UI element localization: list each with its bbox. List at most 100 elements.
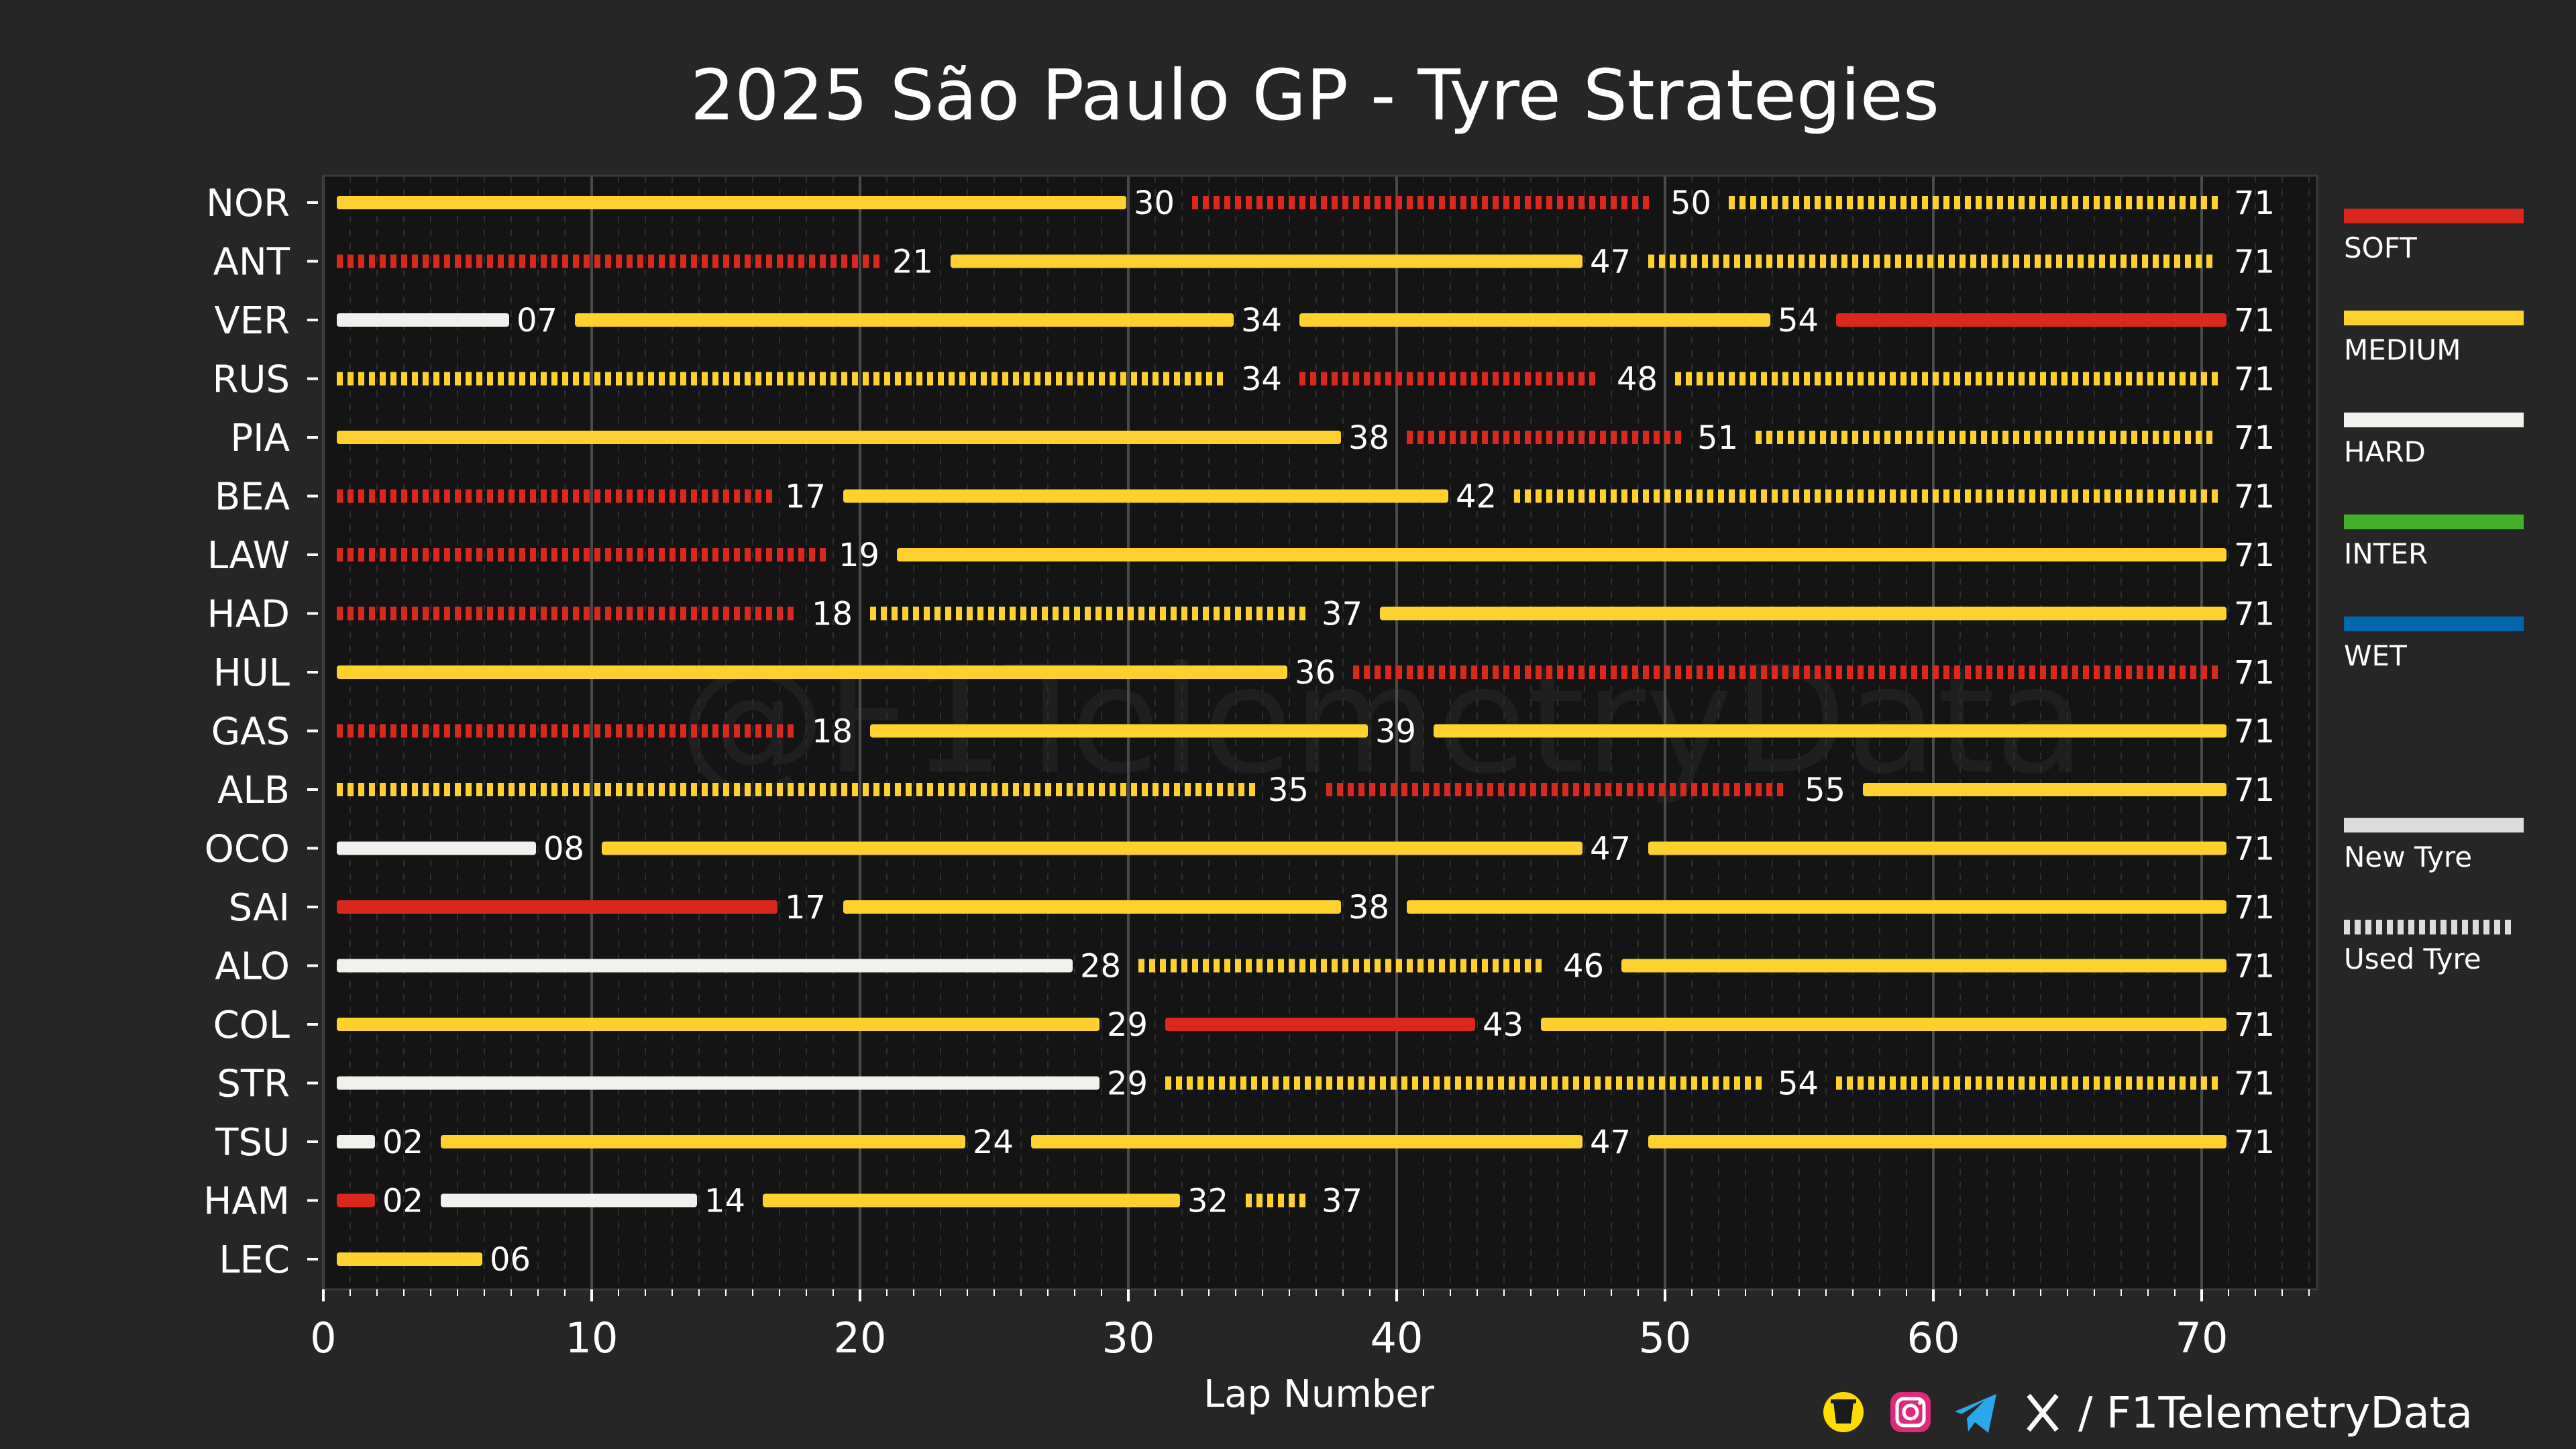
used-stint-segment [1868, 489, 1874, 503]
used-stint-segment [659, 783, 665, 796]
used-stint-segment [669, 254, 676, 268]
used-stint-segment [358, 724, 364, 738]
used-stint-segment [2067, 254, 2073, 268]
used-stint-segment [1423, 1076, 1429, 1090]
used-stint-segment [1890, 1076, 1896, 1090]
used-stint-segment [1922, 1076, 1928, 1090]
used-stint-segment [1900, 665, 1907, 679]
used-stint-segment [2196, 431, 2202, 444]
used-stint-segment [1353, 372, 1359, 386]
used-stint-segment [1321, 196, 1327, 209]
stint-bar [870, 724, 1368, 738]
used-stint-segment [788, 548, 794, 561]
stint-bar [337, 1252, 482, 1266]
used-stint-segment [788, 372, 794, 386]
used-stint-segment [487, 548, 493, 561]
legend-label: MEDIUM [2344, 333, 2461, 366]
used-stint-segment [1890, 665, 1896, 679]
used-stint-segment [1214, 606, 1220, 621]
used-stint-segment [347, 724, 354, 738]
used-stint-segment [616, 606, 622, 621]
used-stint-segment [2180, 489, 2186, 503]
used-stint-segment [2040, 665, 2046, 679]
used-stint-segment [1568, 372, 1574, 386]
used-stint-segment [766, 548, 772, 561]
used-stint-segment [1900, 372, 1907, 386]
used-stint-segment [584, 254, 590, 268]
used-stint-segment [1723, 254, 1729, 268]
used-stint-segment [1010, 606, 1016, 621]
used-stint-segment [637, 783, 643, 796]
used-stint-segment [1621, 196, 1627, 209]
buymeacoffee-icon[interactable] [1823, 1392, 1864, 1432]
used-stint-segment [1836, 372, 1842, 386]
used-stint-segment [863, 254, 869, 268]
used-stint-segment [2201, 665, 2207, 679]
used-stint-segment [2029, 372, 2035, 386]
stint-bar [337, 1135, 375, 1148]
used-stint-segment [584, 372, 590, 386]
used-stint-segment [594, 783, 600, 796]
stint-bar [763, 1193, 1180, 1208]
used-stint-segment [723, 783, 729, 796]
social-handle[interactable]: / F1TelemetryData [2078, 1389, 2473, 1438]
used-stint-segment [734, 606, 740, 621]
legend-label: HARD [2344, 435, 2426, 468]
instagram-icon[interactable] [1890, 1392, 1931, 1432]
used-stint-segment [1713, 254, 1719, 268]
used-stint-segment [1407, 959, 1413, 973]
used-stint-segment [2051, 665, 2057, 679]
used-stint-segment [2051, 196, 2057, 209]
used-stint-segment [1680, 1076, 1686, 1090]
x-tick-label: 10 [566, 1313, 619, 1362]
used-stint-segment [1375, 196, 1381, 209]
stint-end-label: 71 [2234, 654, 2275, 692]
used-stint-segment [1552, 783, 1558, 796]
used-stint-segment [1949, 431, 1955, 444]
stint-end-label: 02 [382, 1124, 423, 1161]
used-stint-segment [1900, 196, 1907, 209]
legend-used-swatch-segment [2440, 920, 2447, 934]
stint-end-label: 39 [1375, 713, 1416, 751]
used-stint-segment [1152, 372, 1159, 386]
used-stint-segment [2061, 372, 2068, 386]
used-stint-segment [1654, 665, 1660, 679]
used-stint-segment [1299, 1193, 1305, 1208]
used-stint-segment [380, 548, 386, 561]
used-stint-segment [1997, 196, 2003, 209]
watermark-text: @F1TelemetryData [678, 635, 2085, 806]
used-stint-segment [902, 606, 908, 621]
stint-end-label: 29 [1107, 1065, 1148, 1103]
used-stint-segment [1514, 665, 1520, 679]
used-stint-segment [476, 254, 482, 268]
used-stint-segment [616, 548, 622, 561]
used-stint-segment [1981, 254, 1987, 268]
used-stint-segment [1348, 783, 1354, 796]
used-stint-segment [1217, 783, 1223, 796]
stint-bar [1648, 1135, 2226, 1148]
used-stint-segment [1142, 783, 1148, 796]
used-stint-segment [1825, 489, 1831, 503]
used-stint-segment [1664, 665, 1670, 679]
used-stint-segment [369, 606, 375, 621]
stint-bar [337, 959, 1073, 973]
used-stint-segment [913, 606, 919, 621]
used-stint-segment [1648, 783, 1654, 796]
used-stint-segment [605, 372, 611, 386]
used-stint-segment [551, 489, 557, 503]
used-stint-segment [702, 548, 708, 561]
used-stint-segment [637, 606, 643, 621]
used-stint-segment [1589, 665, 1595, 679]
used-stint-segment [2094, 372, 2100, 386]
used-stint-segment [1986, 1076, 1992, 1090]
used-stint-segment [1509, 783, 1515, 796]
used-stint-segment [648, 724, 654, 738]
x-icon[interactable] [2027, 1393, 2059, 1432]
legend-used-swatch-segment [2473, 920, 2479, 934]
used-stint-segment [1868, 1076, 1874, 1090]
used-stint-segment [369, 783, 375, 796]
used-stint-segment [1906, 431, 1912, 444]
used-stint-segment [2061, 665, 2068, 679]
telegram-icon[interactable] [1955, 1394, 1996, 1433]
stint-end-label: 35 [1268, 771, 1309, 809]
